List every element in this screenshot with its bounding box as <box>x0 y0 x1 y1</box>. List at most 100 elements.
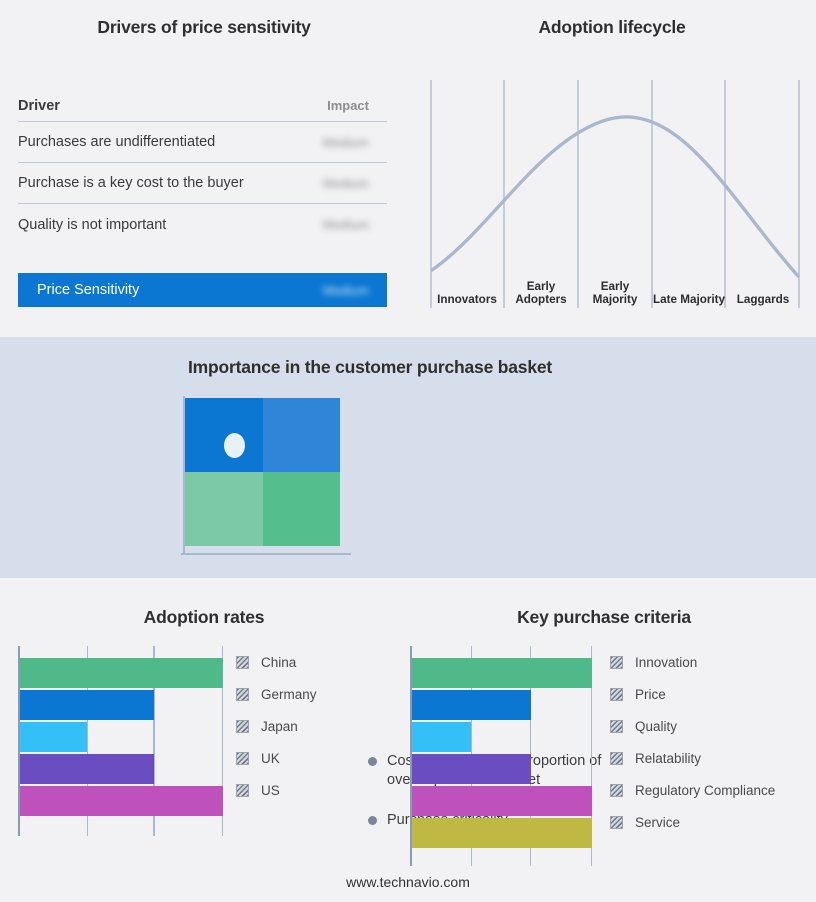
drivers-panel: Drivers of price sensitivity Driver Impa… <box>0 0 408 337</box>
price-sensitivity-highlight-row[interactable]: Price Sensitivity Medium <box>18 273 387 307</box>
drivers-panel-title: Drivers of price sensitivity <box>97 17 311 37</box>
bar-row[interactable] <box>20 722 223 752</box>
legend-label: China <box>261 654 297 670</box>
bar-chart-bars <box>20 646 223 836</box>
lifecycle-stage-laggards: Laggards <box>736 293 790 306</box>
bar-chart-gridline <box>153 646 155 836</box>
bar-segment[interactable] <box>412 658 592 688</box>
lifecycle-chart <box>430 80 800 308</box>
quadrant-bottom-left[interactable] <box>185 472 263 546</box>
legend-label: Germany <box>261 686 317 702</box>
adoption-lifecycle-panel: Adoption lifecycle Innovators Early Adop… <box>408 0 816 337</box>
bar-row[interactable] <box>412 690 592 720</box>
legend-label: Regulatory Compliance <box>635 782 776 798</box>
driver-name: Purchases are undifferentiated <box>18 134 216 150</box>
bar-segment[interactable] <box>20 690 154 720</box>
quadrant-bottom-right[interactable] <box>262 472 340 546</box>
legend-label: Innovation <box>635 654 698 670</box>
legend-item[interactable]: Price <box>610 678 775 710</box>
importance-panel: Importance in the customer purchase bask… <box>0 337 816 828</box>
legend-item[interactable]: UK <box>236 742 317 774</box>
purchase-criteria-legend: Innovation Price Quality Relatability Regula… <box>610 646 775 838</box>
legend-swatch-icon <box>610 815 623 829</box>
quadrant-position-marker <box>224 433 245 458</box>
bar-chart-gridline <box>222 646 224 836</box>
bar-segment[interactable] <box>412 722 472 752</box>
table-row[interactable]: Quality is not important Medium <box>18 204 387 245</box>
table-row[interactable]: Purchases are undifferentiated Medium <box>18 122 387 163</box>
legend-swatch-icon <box>610 687 623 701</box>
lifecycle-panel-title: Adoption lifecycle <box>538 17 686 37</box>
table-row[interactable]: Purchase is a key cost to the buyer Medi… <box>18 163 387 204</box>
legend-item[interactable]: Regulatory Compliance <box>610 774 775 806</box>
bar-segment[interactable] <box>412 690 531 720</box>
purchase-criteria-chart <box>410 646 593 866</box>
bar-segment[interactable] <box>20 658 223 688</box>
bar-segment[interactable] <box>20 754 154 784</box>
bar-segment[interactable] <box>412 818 592 848</box>
bar-row[interactable] <box>412 786 592 816</box>
legend-item[interactable]: Germany <box>236 678 317 710</box>
driver-name: Purchase is a key cost to the buyer <box>18 175 244 191</box>
bar-row[interactable] <box>412 754 592 784</box>
bullet-icon <box>368 757 377 766</box>
legend-swatch-icon <box>236 655 249 669</box>
lifecycle-stage-early-adopters: Early Adopters <box>515 280 567 306</box>
adoption-rates-title: Adoption rates <box>143 607 265 627</box>
bar-segment[interactable] <box>20 722 87 752</box>
bottom-band <box>0 578 816 902</box>
lifecycle-bell-curve <box>430 115 800 278</box>
impact-value-obscured: Medium <box>322 134 369 150</box>
bullet-icon <box>368 816 377 825</box>
column-header-driver: Driver <box>18 97 60 114</box>
footer-url: www.technavio.com <box>346 874 470 890</box>
lifecycle-stage-early-majority: Early Majority <box>592 280 638 306</box>
bar-row[interactable] <box>412 818 592 848</box>
bar-row[interactable] <box>20 786 223 816</box>
bar-segment[interactable] <box>20 786 223 816</box>
legend-swatch-icon <box>236 751 249 765</box>
legend-item[interactable]: China <box>236 646 317 678</box>
bar-row[interactable] <box>20 658 223 688</box>
quadrant-top-left[interactable] <box>185 398 263 472</box>
legend-item[interactable]: Quality <box>610 710 775 742</box>
legend-swatch-icon <box>610 719 623 733</box>
driver-name: Quality is not important <box>18 216 167 233</box>
legend-swatch-icon <box>610 751 623 765</box>
table-header-row: Driver Impact <box>18 90 387 122</box>
impact-value-obscured: Medium <box>322 175 369 191</box>
lifecycle-stage-labels: Innovators Early Adopters Early Majority… <box>430 268 800 308</box>
purchase-criteria-title: Key purchase criteria <box>517 607 691 627</box>
legend-swatch-icon <box>236 783 249 797</box>
legend-label: Quality <box>635 718 678 734</box>
bar-row[interactable] <box>20 754 223 784</box>
lifecycle-curve-svg <box>430 80 800 308</box>
legend-item[interactable]: Japan <box>236 710 317 742</box>
drivers-table: Driver Impact Purchases are undifferenti… <box>18 90 387 245</box>
column-header-impact: Impact <box>327 98 369 113</box>
legend-item[interactable]: Innovation <box>610 646 775 678</box>
legend-item[interactable]: US <box>236 774 317 806</box>
adoption-rates-chart <box>18 646 224 836</box>
bar-segment[interactable] <box>412 786 592 816</box>
quadrant-top-right[interactable] <box>262 398 340 472</box>
importance-panel-title: Importance in the customer purchase bask… <box>187 357 553 377</box>
bar-row[interactable] <box>20 690 223 720</box>
quadrant-y-axis <box>183 396 185 554</box>
legend-item[interactable]: Service <box>610 806 775 838</box>
bar-chart-y-axis <box>410 646 412 866</box>
legend-label: Service <box>635 814 681 830</box>
legend-label: US <box>261 782 280 798</box>
bar-row[interactable] <box>412 658 592 688</box>
bar-row[interactable] <box>412 722 592 752</box>
quadrant-x-axis <box>181 553 351 555</box>
bar-segment[interactable] <box>412 754 531 784</box>
quadrant-chart <box>175 396 351 573</box>
bar-chart-y-axis <box>18 646 20 836</box>
lifecycle-stage-innovators: Innovators <box>437 293 497 306</box>
adoption-rates-legend: China Germany Japan UK US <box>236 646 317 806</box>
legend-item[interactable]: Relatability <box>610 742 775 774</box>
highlight-impact-value-obscured: Medium <box>322 282 369 298</box>
legend-swatch-icon <box>236 719 249 733</box>
